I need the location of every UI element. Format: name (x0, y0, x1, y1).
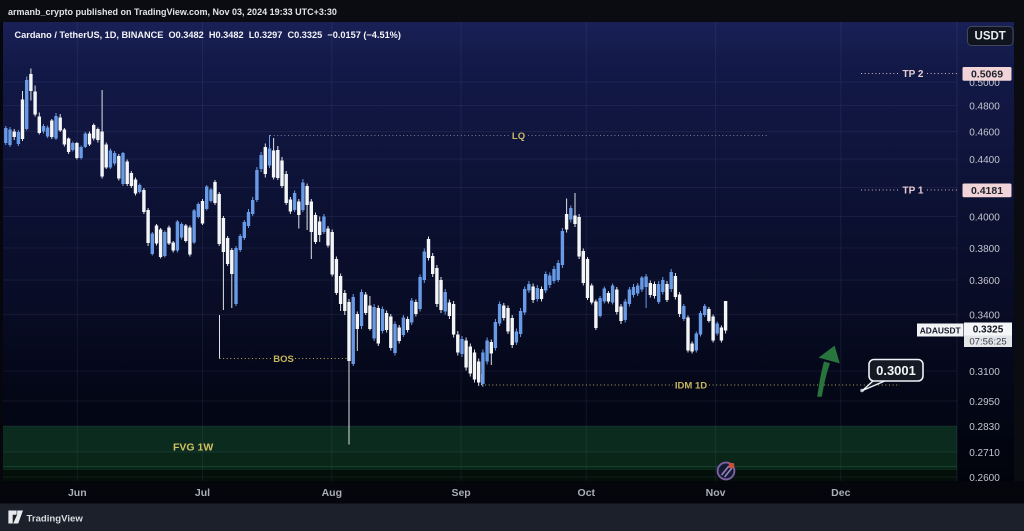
svg-text:TP 2: TP 2 (903, 69, 924, 80)
svg-text:0.3600: 0.3600 (969, 276, 1000, 287)
svg-text:0.4600: 0.4600 (969, 127, 1000, 138)
svg-text:0.3800: 0.3800 (969, 244, 1000, 255)
svg-text:Aug: Aug (322, 487, 342, 499)
svg-text:0.3001: 0.3001 (876, 363, 916, 378)
svg-text:Oct: Oct (578, 487, 596, 499)
svg-text:Jun: Jun (68, 487, 87, 499)
svg-text:0.3100: 0.3100 (969, 367, 1000, 378)
svg-text:0.4181: 0.4181 (971, 185, 1003, 197)
svg-text:Cardano / TetherUS, 1D, BINANC: Cardano / TetherUS, 1D, BINANCE O0.3482 … (15, 30, 401, 40)
svg-text:Dec: Dec (831, 487, 850, 499)
svg-text:0.4000: 0.4000 (969, 212, 1000, 223)
svg-text:armanb_crypto published on Tra: armanb_crypto published on TradingView.c… (8, 7, 337, 17)
svg-text:TradingView: TradingView (27, 514, 84, 525)
svg-text:TP 1: TP 1 (903, 186, 924, 197)
svg-text:IDM 1D: IDM 1D (675, 381, 707, 392)
svg-text:Jul: Jul (195, 487, 210, 499)
svg-text:0.2710: 0.2710 (969, 448, 1000, 459)
svg-text:ADAUSDT: ADAUSDT (920, 325, 962, 335)
svg-text:0.2830: 0.2830 (969, 422, 1000, 433)
svg-text:0.5069: 0.5069 (971, 68, 1003, 80)
svg-text:07:56:25: 07:56:25 (969, 337, 1006, 348)
svg-text:BOS: BOS (273, 354, 294, 365)
svg-text:FVG 1W: FVG 1W (173, 442, 213, 454)
svg-text:0.2950: 0.2950 (969, 397, 1000, 408)
svg-text:0.4800: 0.4800 (969, 101, 1000, 112)
svg-text:Sep: Sep (451, 487, 470, 499)
svg-text:0.4400: 0.4400 (969, 155, 1000, 166)
svg-text:USDT: USDT (975, 30, 1006, 42)
svg-text:LQ: LQ (512, 131, 525, 142)
svg-text:0.3400: 0.3400 (969, 310, 1000, 321)
svg-text:0.2600: 0.2600 (969, 473, 1000, 484)
svg-text:0.5000: 0.5000 (969, 78, 1000, 89)
svg-text:0.3325: 0.3325 (973, 325, 1004, 336)
svg-text:Nov: Nov (706, 487, 726, 499)
